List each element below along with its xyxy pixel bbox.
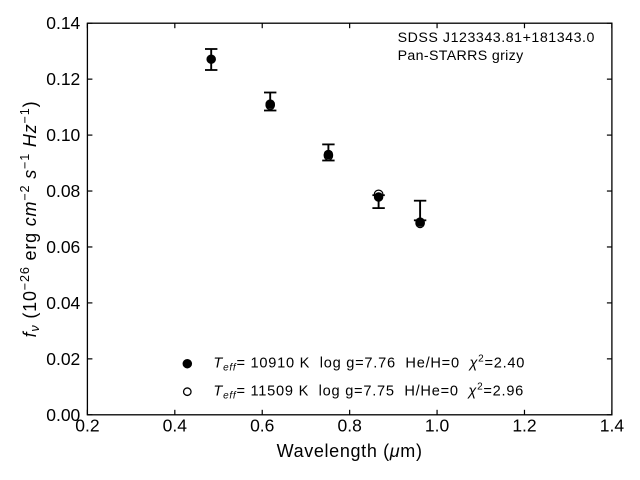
svg-text:0.04: 0.04 (46, 293, 80, 313)
svg-text:Pan-STARRS grizy: Pan-STARRS grizy (398, 48, 525, 64)
svg-text:0.10: 0.10 (46, 125, 80, 145)
svg-text:0.12: 0.12 (46, 69, 80, 89)
svg-text:Teff= 11509 K log g=7.75 H/H: Teff= 11509 K log g=7.75 H/He=0 χ2=2.96 (213, 382, 524, 402)
svg-text:0.6: 0.6 (250, 416, 274, 436)
svg-text:1.2: 1.2 (512, 416, 536, 436)
svg-text:0.2: 0.2 (75, 416, 99, 436)
svg-text:SDSS J123343.81+181343.0: SDSS J123343.81+181343.0 (398, 30, 595, 46)
svg-text:0.8: 0.8 (337, 416, 361, 436)
svg-text:fν (10−26 erg cm−2 s−1 Hz−1): fν (10−26 erg cm−2 s−1 Hz−1) (18, 101, 42, 338)
svg-text:Wavelength (μm): Wavelength (μm) (277, 441, 423, 461)
svg-text:0.08: 0.08 (46, 181, 80, 201)
svg-text:0.00: 0.00 (46, 405, 80, 425)
svg-text:0.4: 0.4 (163, 416, 188, 436)
svg-text:Teff= 10910 K log g=7.76 He/: Teff= 10910 K log g=7.76 He/H=0 χ2=2.40 (213, 354, 525, 374)
svg-text:0.06: 0.06 (46, 237, 80, 257)
svg-text:0.02: 0.02 (46, 349, 80, 369)
svg-text:1.0: 1.0 (425, 416, 450, 436)
svg-text:0.14: 0.14 (46, 13, 80, 33)
svg-text:1.4: 1.4 (600, 416, 625, 436)
